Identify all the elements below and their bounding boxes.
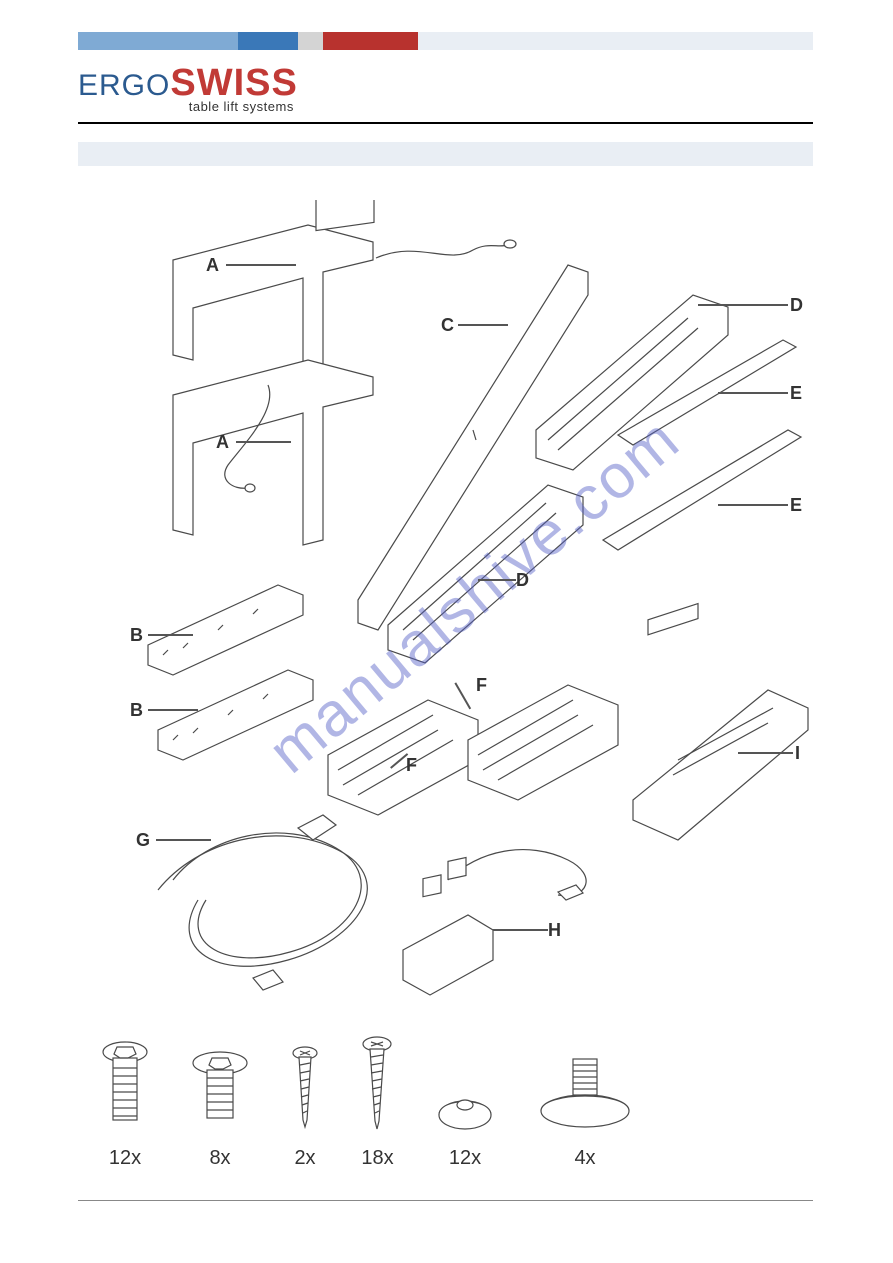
cap-icon: [435, 1085, 495, 1135]
part-label-g: G: [136, 830, 150, 851]
logo-text-swiss: SWISS: [170, 62, 297, 104]
leader-line: [718, 504, 788, 506]
exploded-diagram: manualshive.com: [78, 200, 813, 1000]
leader-line: [148, 709, 198, 711]
leader-line: [148, 634, 193, 636]
part-label-c: C: [441, 315, 454, 336]
bar-segment: [78, 32, 238, 50]
hardware-count: 2x: [294, 1147, 315, 1170]
part-label-e: E: [790, 495, 802, 516]
part-label-h: H: [548, 920, 561, 941]
bolt-long-icon: [100, 1040, 150, 1135]
leader-line: [156, 839, 211, 841]
hardware-item: 8x: [190, 1050, 250, 1170]
part-label-d: D: [790, 295, 803, 316]
brand-logo: ERGOSWISS table lift systems: [78, 62, 298, 114]
hardware-item: 12x: [100, 1040, 150, 1170]
header-rule: [78, 122, 813, 124]
bar-segment: [298, 32, 323, 50]
part-label-b: B: [130, 625, 143, 646]
part-label-i: I: [795, 743, 800, 764]
hardware-count: 8x: [209, 1147, 230, 1170]
leader-line: [478, 579, 516, 581]
footer-rule: [78, 1200, 813, 1201]
part-label-a: A: [216, 432, 229, 453]
part-label-a: A: [206, 255, 219, 276]
hardware-count: 12x: [109, 1147, 141, 1170]
part-label-b: B: [130, 700, 143, 721]
foot-glide-icon: [535, 1055, 635, 1135]
hardware-item: 12x: [435, 1085, 495, 1170]
leader-line: [236, 441, 291, 443]
hardware-count: 4x: [574, 1147, 595, 1170]
screw-small-icon: [290, 1045, 320, 1135]
bolt-short-icon: [190, 1050, 250, 1135]
hardware-summary-row: 12x 8x 2x 18x 1: [100, 1030, 800, 1170]
hardware-item: 4x: [535, 1055, 635, 1170]
screw-large-icon: [360, 1035, 395, 1135]
leader-line: [458, 324, 508, 326]
hardware-item: 18x: [360, 1035, 395, 1170]
hardware-count: 12x: [449, 1147, 481, 1170]
part-label-f: F: [476, 675, 487, 696]
leader-line: [493, 929, 548, 931]
logo-text-ergo: ERGO: [78, 69, 170, 102]
leader-line: [226, 264, 296, 266]
hardware-item: 2x: [290, 1045, 320, 1170]
part-label-e: E: [790, 383, 802, 404]
section-band: [78, 142, 813, 166]
part-label-d: D: [516, 570, 529, 591]
leader-line: [738, 752, 793, 754]
bar-segment: [323, 32, 418, 50]
bar-segment: [418, 32, 813, 50]
leader-line: [718, 392, 788, 394]
leader-line: [698, 304, 788, 306]
bar-segment: [238, 32, 298, 50]
top-color-bar: [78, 32, 813, 50]
part-label-f: F: [406, 755, 417, 776]
hardware-count: 18x: [361, 1147, 393, 1170]
